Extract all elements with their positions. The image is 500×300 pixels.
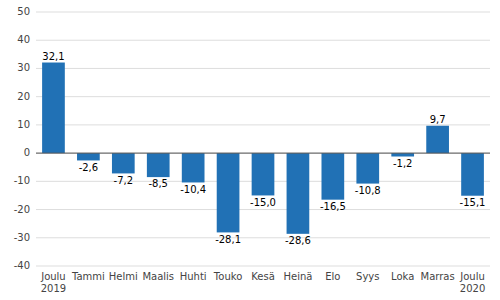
chart-container: -40 -30 -20 -10 0 10 20 30 40 50 32,1 -2,6 -7,2 -8,5 -… <box>0 0 500 300</box>
y-tick-label: -30 <box>14 232 30 243</box>
y-tick-label: 0 <box>24 147 30 158</box>
y-tick-label: 40 <box>17 34 30 45</box>
data-label: 32,1 <box>42 51 64 62</box>
data-label: -1,2 <box>393 158 413 169</box>
data-label: -10,4 <box>180 184 206 195</box>
grid-line <box>36 266 490 267</box>
y-tick-label: 20 <box>17 91 30 102</box>
y-tick-label: -40 <box>14 260 30 271</box>
x-tick-label: Elo <box>325 271 340 282</box>
x-tick-label: Heinä <box>283 271 312 282</box>
bar <box>182 153 205 182</box>
x-tick-label-line: 2020 <box>460 283 485 294</box>
y-tick-label: 10 <box>17 119 30 130</box>
y-tick-label: 30 <box>17 62 30 73</box>
bar <box>252 153 275 195</box>
bar <box>147 153 170 177</box>
data-label: -28,1 <box>215 234 241 245</box>
grid-line <box>36 237 490 238</box>
bars <box>42 63 484 234</box>
x-tick-label-line: Joulu <box>40 271 66 282</box>
x-tick-label-line: Loka <box>391 271 414 282</box>
x-tick-label-line: Syys <box>356 271 379 282</box>
y-tick-label: 50 <box>17 6 30 17</box>
data-label: -8,5 <box>148 178 168 189</box>
x-tick-label: Tammi <box>71 271 105 282</box>
x-tick-label-line: Maalis <box>142 271 174 282</box>
x-tick-label: Maalis <box>142 271 174 282</box>
bar <box>77 153 100 160</box>
grid-line <box>36 96 490 97</box>
x-tick-label: Joulu2019 <box>40 271 66 294</box>
data-label: -15,1 <box>460 197 486 208</box>
x-tick-label-line: Marras <box>421 271 455 282</box>
chart-svg: -40 -30 -20 -10 0 10 20 30 40 50 32,1 -2,6 -7,2 -8,5 -… <box>0 0 500 300</box>
bar <box>217 153 240 232</box>
zero-line <box>36 153 490 154</box>
y-tick-label: -10 <box>14 175 30 186</box>
data-label: -10,8 <box>355 185 381 196</box>
x-tick-label: Syys <box>356 271 379 282</box>
x-tick-label-line: Helmi <box>109 271 138 282</box>
bar <box>112 153 135 173</box>
data-label: -15,0 <box>250 197 276 208</box>
x-tick-label-line: Joulu <box>459 271 485 282</box>
x-tick-label: Touko <box>213 271 242 282</box>
x-axis: Joulu2019TammiHelmiMaalisHuhtiToukoKesäH… <box>40 271 485 294</box>
x-tick-label: Kesä <box>251 271 275 282</box>
page: {"chart_data": {"type": "bar", "categori… <box>0 0 500 300</box>
x-tick-label-line: Huhti <box>180 271 207 282</box>
grid-line <box>36 209 490 210</box>
x-tick-label: Marras <box>421 271 455 282</box>
data-label: -16,5 <box>320 201 346 212</box>
data-label: -7,2 <box>114 175 134 186</box>
bar <box>426 126 449 153</box>
y-tick-label: -20 <box>14 204 30 215</box>
grid-line <box>36 68 490 69</box>
grid-line <box>36 153 490 154</box>
bar <box>321 153 344 200</box>
data-labels: 32,1 -2,6 -7,2 -8,5 -10,4 -28,1 -15,0 -28,6 -16,… <box>42 51 485 247</box>
grid-line <box>36 124 490 125</box>
bar <box>287 153 310 234</box>
x-tick-label: Huhti <box>180 271 207 282</box>
grid <box>36 12 490 266</box>
x-tick-label-line: Elo <box>325 271 340 282</box>
data-label: -28,6 <box>285 235 311 246</box>
x-tick-label-line: Tammi <box>71 271 105 282</box>
x-tick-label: Loka <box>391 271 414 282</box>
bar <box>391 153 414 156</box>
x-tick-label-line: Kesä <box>251 271 275 282</box>
bar <box>461 153 484 196</box>
bar <box>356 153 379 183</box>
x-tick-label-line: Touko <box>213 271 242 282</box>
grid-line <box>36 12 490 13</box>
x-tick-label-line: Heinä <box>283 271 312 282</box>
bar <box>42 63 65 154</box>
x-tick-label: Helmi <box>109 271 138 282</box>
y-axis: -40 -30 -20 -10 0 10 20 30 40 50 <box>14 6 30 271</box>
data-label: -2,6 <box>79 162 99 173</box>
data-label: 9,7 <box>430 114 446 125</box>
x-tick-label: Joulu2020 <box>459 271 485 294</box>
x-tick-label-line: 2019 <box>41 283 66 294</box>
grid-line <box>36 40 490 41</box>
